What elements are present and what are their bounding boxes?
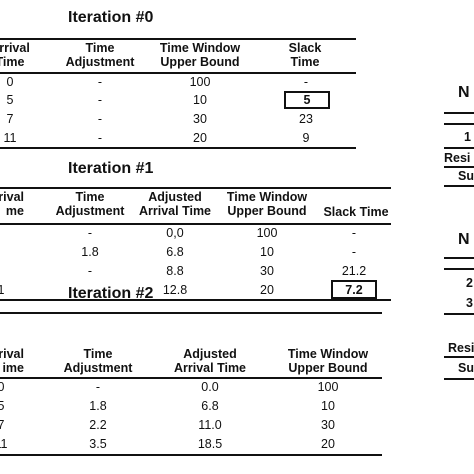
table-top-rule (0, 38, 356, 40)
table-cell: 5 (6, 93, 14, 107)
table-cell: 11.0 (198, 418, 222, 432)
side-label: Su (458, 169, 474, 183)
side-rule (444, 166, 474, 168)
col-header-slack-time: Slack Time (288, 41, 322, 69)
side-rule (444, 257, 474, 259)
iteration-2-title: Iteration #2 (68, 285, 154, 302)
col-header-time-adjustment: Time Adjustment (63, 347, 133, 375)
col-header-time-adjustment: Time Adjustment (65, 41, 135, 69)
table-cell: 100 (256, 226, 278, 240)
table-cell: - (97, 112, 103, 126)
table-cell: 12.8 (162, 283, 188, 297)
col-header-time-window-upper-bound: Time Window Upper Bound (159, 41, 241, 69)
table-cell: 7 (0, 418, 5, 432)
table-cell: 30 (193, 112, 207, 126)
side-label: 1 (464, 130, 471, 144)
table-bottom-rule (0, 299, 391, 301)
side-label: Resi (444, 151, 471, 165)
side-rule (444, 313, 474, 315)
table-cell: 8.8 (166, 264, 184, 278)
table-cell: 11 (3, 131, 17, 145)
table-cell: - (97, 93, 103, 107)
side-rule (444, 123, 474, 125)
table-cell: 5 (0, 399, 5, 413)
table-bottom-rule (0, 147, 356, 149)
table-top-rule (0, 312, 382, 314)
side-rule (444, 378, 474, 380)
highlighted-slack-time: 7.2 (331, 280, 377, 299)
table-cell: 11 (0, 437, 8, 451)
table-cell: 0,0 (166, 226, 184, 240)
side-rule (444, 147, 474, 149)
table-cell: 20 (193, 131, 207, 145)
table-cell: 30 (260, 264, 274, 278)
table-bottom-rule (0, 454, 382, 456)
table-cell: - (87, 283, 93, 297)
table-cell: 1.8 (81, 245, 99, 259)
table-cell: 10 (321, 399, 335, 413)
table-cell: 100 (317, 380, 339, 394)
table-cell: 9 (302, 131, 310, 145)
table-cell: 0 (0, 380, 5, 394)
table-cell: - (351, 226, 357, 240)
col-header-arrival-time: rival me (0, 190, 24, 218)
col-header-adjusted-arrival-time: Adjusted Arrival Time (138, 190, 212, 218)
iteration-1-title: Iteration #1 (68, 160, 154, 177)
side-rule (444, 268, 474, 270)
side-title: N (458, 231, 470, 248)
side-label: 3 (466, 296, 473, 310)
table-cell: 23 (299, 112, 313, 126)
table-cell: - (87, 226, 93, 240)
table-cell: 20 (321, 437, 335, 451)
table-cell: 20 (260, 283, 274, 297)
side-rule (444, 356, 474, 358)
iteration-0-title: Iteration #0 (68, 9, 154, 26)
table-top-rule (0, 187, 391, 189)
table-cell: 0.0 (201, 380, 219, 394)
col-header-time-window-upper-bound: Time Window Upper Bound (287, 347, 369, 375)
table-header-rule (0, 223, 391, 225)
table-header-rule (0, 377, 382, 379)
table-cell: - (95, 380, 101, 394)
table-cell: 2.2 (89, 418, 107, 432)
table-cell: - (97, 75, 103, 89)
table-cell: 7 (6, 112, 14, 126)
side-label: Resi (448, 341, 474, 355)
table-cell: 100 (189, 75, 211, 89)
table-cell: 1 (0, 283, 5, 297)
side-title: N (458, 84, 470, 101)
table-header-rule (0, 72, 356, 74)
table-cell: 10 (260, 245, 274, 259)
table-cell: - (87, 264, 93, 278)
table-cell: - (303, 75, 309, 89)
table-cell: 18.5 (197, 437, 223, 451)
table-cell: - (351, 245, 357, 259)
table-cell: 21.2 (341, 264, 367, 278)
table-cell: 10 (193, 93, 207, 107)
table-cell: 6.8 (201, 399, 219, 413)
side-label: 2 (466, 276, 473, 290)
table-cell: 1.8 (89, 399, 107, 413)
table-cell: 6.8 (166, 245, 184, 259)
col-header-adjusted-arrival-time: Adjusted Arrival Time (173, 347, 247, 375)
col-header-time-adjustment: Time Adjustment (55, 190, 125, 218)
side-rule (444, 112, 474, 114)
table-cell: 3.5 (89, 437, 107, 451)
highlighted-slack-time: 5 (284, 91, 330, 109)
side-label: Su (458, 361, 474, 375)
col-header-time-window-upper-bound: Time Window Upper Bound (226, 190, 308, 218)
side-rule (444, 185, 474, 187)
table-cell: 0 (6, 75, 14, 89)
table-cell: - (97, 131, 103, 145)
table-cell: 30 (321, 418, 335, 432)
col-header-slack-time: Slack Time (323, 205, 389, 219)
